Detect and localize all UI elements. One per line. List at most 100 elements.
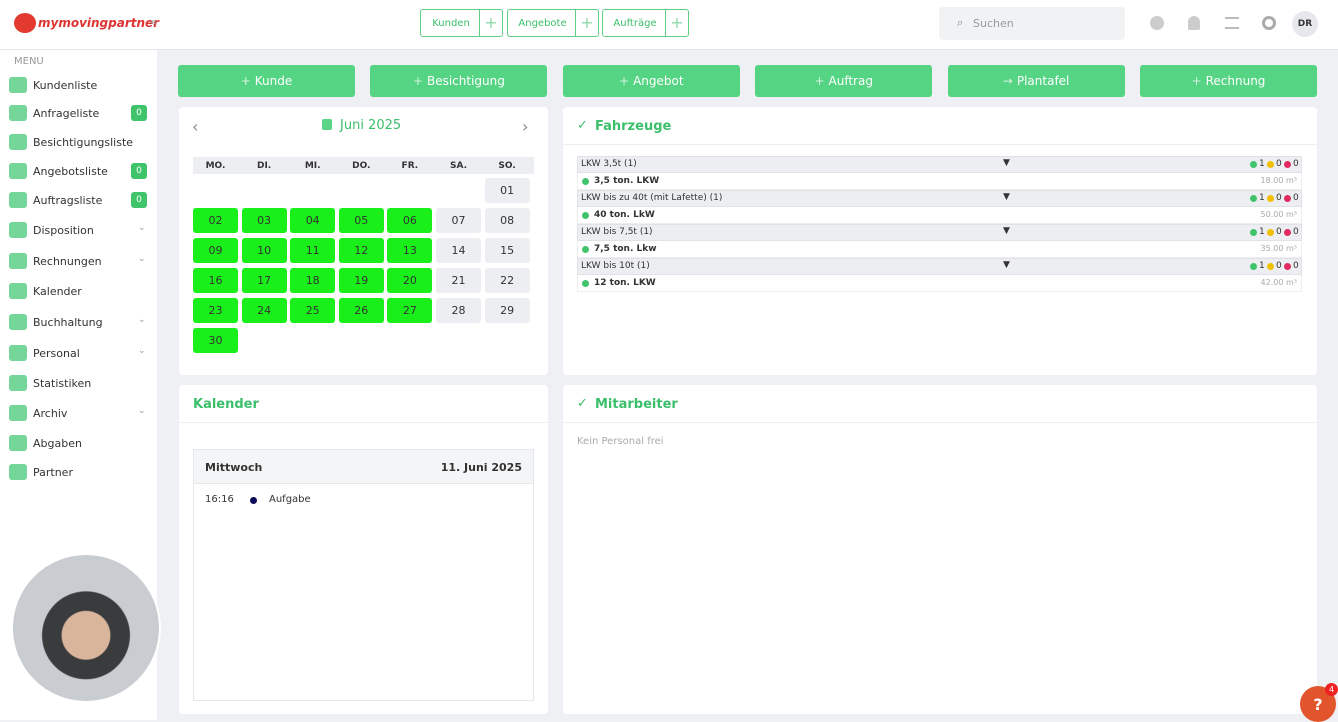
menu-label: Kundenliste: [33, 79, 98, 92]
day-cell[interactable]: 03: [241, 208, 287, 233]
nav-add[interactable]: +: [575, 10, 598, 36]
action-button[interactable]: + Auftrag: [755, 65, 933, 97]
weekday: MO.: [205, 161, 226, 171]
action-button[interactable]: + Kunde: [178, 65, 355, 97]
weekday: DO.: [352, 161, 371, 171]
toggle[interactable]: ▼: [1003, 158, 1010, 168]
menu-item[interactable]: Abgaben: [0, 433, 157, 453]
status-dot: [1284, 195, 1291, 202]
tasks-icon[interactable]: [1225, 17, 1239, 29]
vehicle-row: 40 ton. LkW 50.00 m³: [577, 207, 1302, 224]
day-cell[interactable]: 05: [338, 208, 384, 233]
menu-item[interactable]: Anfrageliste 0: [0, 103, 157, 123]
day-cell[interactable]: 25: [290, 298, 336, 323]
search-placeholder: Suchen: [973, 17, 1014, 30]
settings-icon[interactable]: [1262, 16, 1276, 30]
menu-icon: [9, 314, 27, 330]
day-cell[interactable]: 30: [193, 328, 238, 353]
vehicles-panel: ✓ Fahrzeuge LKW 3,5t (1) ▼ 1 0 0 3,5 ton. LKW…: [563, 107, 1317, 375]
action-button[interactable]: + Angebot: [562, 65, 740, 97]
event-label[interactable]: Aufgabe: [269, 494, 311, 505]
day-cell[interactable]: 12: [338, 238, 384, 263]
menu-item[interactable]: Disposition ⌄: [0, 220, 157, 240]
day-cell[interactable]: 10: [241, 238, 287, 263]
toggle[interactable]: ▼: [1003, 192, 1010, 202]
menu-item[interactable]: Besichtigungsliste: [0, 132, 157, 152]
day-cell[interactable]: 06: [387, 208, 433, 233]
toggle[interactable]: ▼: [1003, 260, 1010, 270]
day-cell[interactable]: 07: [436, 208, 481, 233]
day-cell[interactable]: 17: [241, 268, 287, 293]
bell-icon[interactable]: [1188, 16, 1200, 30]
menu-item[interactable]: Statistiken: [0, 373, 157, 393]
day-cell[interactable]: 20: [387, 268, 433, 293]
toggle[interactable]: ▼: [1003, 226, 1010, 236]
day-cell[interactable]: 01: [484, 178, 530, 203]
menu-icon: [9, 163, 27, 179]
day-cell[interactable]: 16: [193, 268, 238, 293]
day-cell[interactable]: 14: [436, 238, 481, 263]
prev-month[interactable]: ‹: [192, 117, 199, 136]
day-cell[interactable]: 04: [290, 208, 336, 233]
menu-item[interactable]: Angebotsliste 0: [0, 161, 157, 181]
action-button[interactable]: + Rechnung: [1140, 65, 1317, 97]
menu-item[interactable]: Partner: [0, 462, 157, 482]
menu-badge: 0: [131, 192, 147, 208]
day-cell[interactable]: 22: [484, 268, 530, 293]
menu-label: Angebotsliste: [33, 165, 108, 178]
action-button[interactable]: + Besichtigung: [370, 65, 548, 97]
menu-label: Kalender: [33, 285, 82, 298]
status-dot: [1267, 229, 1274, 236]
nav-add[interactable]: +: [665, 10, 688, 36]
day-cell[interactable]: 15: [484, 238, 530, 263]
day-cell[interactable]: 27: [387, 298, 433, 323]
collapse[interactable]: «: [150, 15, 158, 29]
nav-button[interactable]: Kunden +: [420, 9, 503, 37]
avatar[interactable]: DR: [1292, 11, 1318, 37]
day-cell[interactable]: 21: [436, 268, 481, 293]
menu-item[interactable]: Archiv ⌄: [0, 403, 157, 423]
menu-item[interactable]: Kalender: [0, 281, 157, 301]
status-dot: [582, 212, 589, 219]
menu-item[interactable]: Auftragsliste 0: [0, 190, 157, 210]
day-cell[interactable]: 24: [241, 298, 287, 323]
menu-label: Abgaben: [33, 437, 82, 450]
logo: mymovingpartner: [38, 16, 160, 30]
weekday-header: [193, 157, 534, 174]
menu-icon: [9, 405, 27, 421]
day-cell[interactable]: 19: [338, 268, 384, 293]
day-cell[interactable]: 11: [290, 238, 336, 263]
nav-button[interactable]: Angebote +: [507, 9, 599, 37]
menu-item[interactable]: Personal ⌄: [0, 343, 157, 363]
search[interactable]: ⌕ Suchen: [939, 7, 1125, 40]
day-cell[interactable]: 29: [484, 298, 530, 323]
nav-button[interactable]: Aufträge +: [602, 9, 689, 37]
day-cell[interactable]: 09: [193, 238, 238, 263]
action-label: Auftrag: [828, 74, 873, 88]
day-cell[interactable]: 13: [387, 238, 433, 263]
day-cell[interactable]: 23: [193, 298, 238, 323]
menu-item[interactable]: Buchhaltung ⌄: [0, 312, 157, 332]
day-cell[interactable]: 28: [436, 298, 481, 323]
calendar-panel: ‹ › Juni 2025 MO. DI. MI. DO. FR. SA. SO. 01 02 0…: [179, 107, 548, 375]
menu-badge: 0: [131, 105, 147, 121]
help-icon[interactable]: [1150, 16, 1164, 30]
staff-panel: ✓ Mitarbeiter Kein Personal frei: [563, 385, 1317, 714]
menu-item[interactable]: Rechnungen ⌄: [0, 251, 157, 271]
nav-add[interactable]: +: [479, 10, 502, 36]
panel-title: Kalender: [193, 397, 259, 412]
status-count: 0: [1276, 159, 1282, 169]
next-month[interactable]: ›: [522, 117, 529, 136]
action-button[interactable]: → Plantafel: [947, 65, 1125, 97]
vehicle-group: LKW bis 10t (1) ▼ 1 0 0: [577, 258, 1302, 275]
status-dot: [1250, 195, 1257, 202]
panel-title: Mitarbeiter: [595, 397, 678, 412]
day-cell[interactable]: 18: [290, 268, 336, 293]
vehicle-name: 12 ton. LKW: [594, 278, 656, 288]
day-cell[interactable]: 08: [484, 208, 530, 233]
action-icon: →: [1002, 74, 1013, 88]
day-cell[interactable]: 02: [193, 208, 238, 233]
day-cell[interactable]: 26: [338, 298, 384, 323]
menu-item[interactable]: Kundenliste: [0, 75, 157, 95]
